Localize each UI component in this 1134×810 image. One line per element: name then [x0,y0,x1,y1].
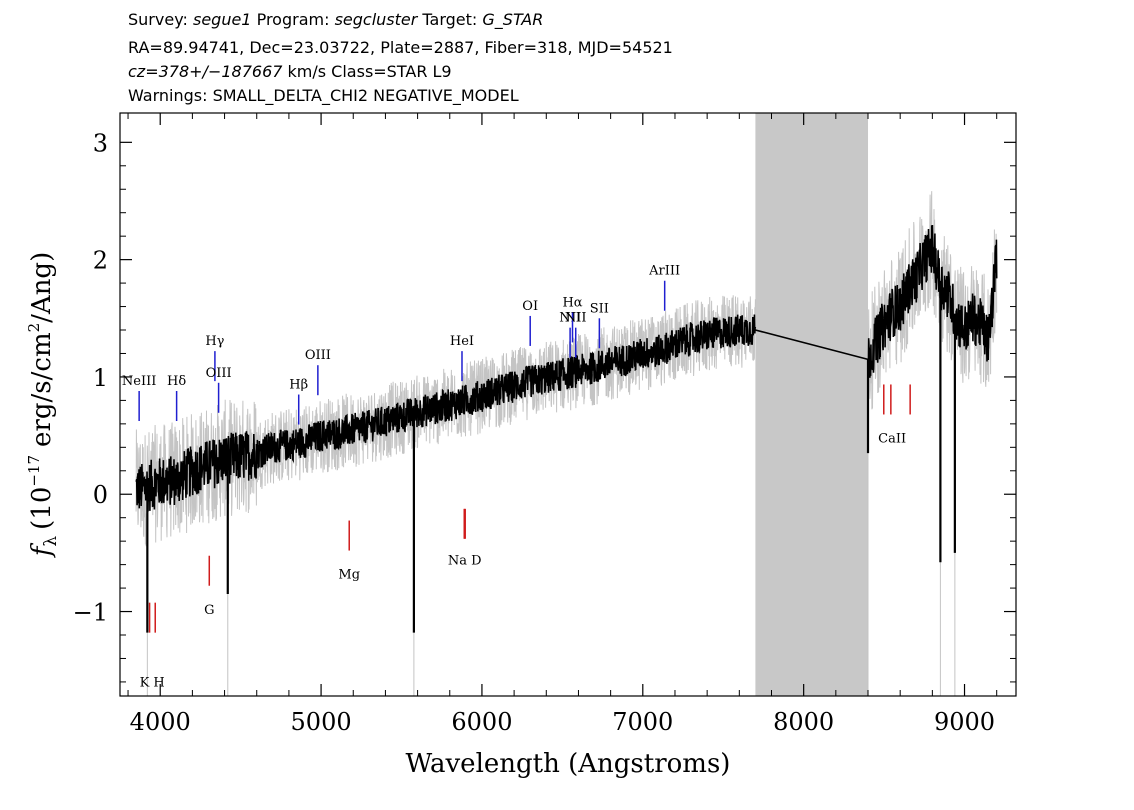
emission-line-label: Hδ [167,374,186,389]
masked-region-layer [755,113,869,696]
spectrum-trace [867,224,998,378]
emission-line-label: HeI [450,334,474,349]
absorption-line-label: CaII [878,432,906,447]
y-tick-label: 1 [93,364,108,392]
survey-value: segue1 [192,10,252,29]
header-line-4: Warnings: SMALL_DELTA_CHI2 NEGATIVE_MODE… [128,86,519,105]
x-axis-label: Wavelength (Angstroms) [406,749,731,779]
x-tick-label: 6000 [451,708,512,736]
spectrum-layer [135,224,998,633]
absorption-line-label: G [204,603,214,618]
y-tick-label: 2 [93,247,108,275]
absorption-line-label: Mg [338,568,360,583]
y-label-open: (10 [27,487,57,530]
x-tick-label: 7000 [612,708,673,736]
redshift-value: cz=378+/−187667 [128,62,283,81]
emission-line-label: ArIII [648,264,680,279]
emission-line-label: NeIII [122,374,156,389]
y-tick-label: −1 [73,599,108,627]
header-line-3: cz=378+/−187667 km/s Class=STAR L9 [128,62,452,82]
program-label: Program: [256,10,330,29]
masked-region [755,113,869,696]
line-markers-layer: NeIII HδHγOIIIHβOIIIHeIOINIIHαNIISIIArIII… [122,264,911,691]
plot-frame [119,112,1017,697]
emission-line-label: Hα [562,295,582,310]
emission-line-label: OIII [206,366,232,381]
emission-line-label: OI [522,299,538,314]
emission-line-label: SII [590,301,609,316]
mask-interpolation-line [755,329,869,361]
y-tick-label: 3 [93,129,108,157]
emission-line-label: OIII [305,348,331,363]
target-value: G_STAR [482,10,544,29]
emission-line-label: NII [559,311,581,326]
y-label-exp2: 2 [25,323,43,333]
header-line-2: RA=89.94741, Dec=23.03722, Plate=2887, F… [128,38,673,57]
y-label-unit: erg/s/cm [27,332,57,447]
y-label-sub: λ [41,536,61,547]
emission-line-label: Hβ [289,378,308,393]
x-tick-label: 9000 [934,708,995,736]
program-value: segcluster [334,10,418,29]
header-line-1: Survey: segue1 Program: segcluster Targe… [128,10,543,30]
emission-line-label: Hγ [205,334,224,349]
x-tick-label: 4000 [130,708,191,736]
error-trace [867,191,998,410]
y-axis-label: fλ(10−17erg/s/cm2/Ang) [25,252,61,558]
x-tick-label: 8000 [773,708,834,736]
y-label-end: /Ang) [27,252,57,323]
y-tick-label: 0 [93,481,108,509]
absorption-line-label: K H [140,676,165,691]
survey-label: Survey: [128,10,188,29]
emission-line-label: NII [565,311,587,326]
x-tick-label: 5000 [291,708,352,736]
spectrum-trace [135,314,757,512]
absorption-line-label: Na D [448,554,482,569]
class-value: km/s Class=STAR L9 [287,62,452,81]
axis-ticks-layer: 4000 5000 6000 7000 8000 9000 −1 0 1 2 3 [73,113,1016,736]
target-label: Target: [422,10,478,29]
y-label-exp: −17 [25,455,43,487]
